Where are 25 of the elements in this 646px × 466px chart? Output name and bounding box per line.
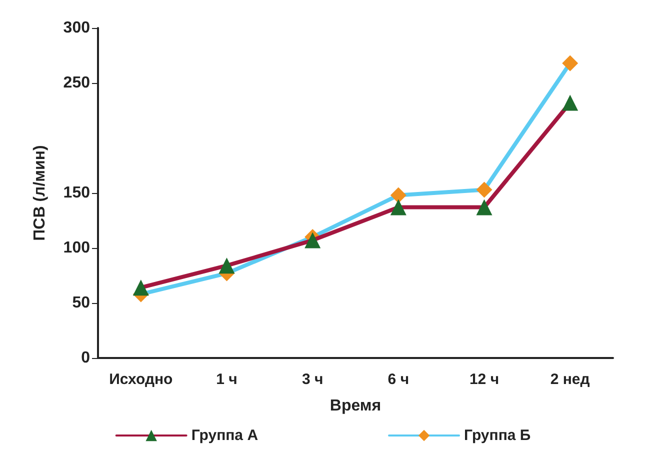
point [390, 199, 406, 216]
point [476, 199, 492, 216]
point [476, 182, 492, 198]
y-tick-label: 250 [63, 74, 90, 92]
legend-label: Группа А [191, 427, 258, 444]
point [132, 280, 149, 296]
y-tick-label: 100 [63, 240, 90, 256]
x-tick-label: 3 ч [302, 371, 324, 388]
y-tick-label: 300 [63, 20, 90, 36]
y-tick-label: 150 [63, 184, 90, 202]
x-tick-label: 1 ч [216, 371, 238, 388]
x-axis-title: Время [330, 398, 382, 414]
point [304, 232, 321, 248]
y-tick-label: 50 [72, 294, 90, 312]
x-tick-label: 2 нед [550, 371, 590, 388]
x-tick-label: 6 ч [388, 371, 410, 388]
legend-label: Группа Б [464, 427, 531, 444]
y-axis-title: ПСВ (л/мин) [32, 145, 48, 241]
x-tick-label: Исходно [109, 371, 173, 388]
x-tick-label: 12 ч [469, 371, 500, 388]
point [218, 258, 235, 274]
point [562, 55, 578, 72]
point [562, 94, 578, 111]
y-tick-label: 0 [81, 350, 90, 366]
point [390, 187, 406, 204]
